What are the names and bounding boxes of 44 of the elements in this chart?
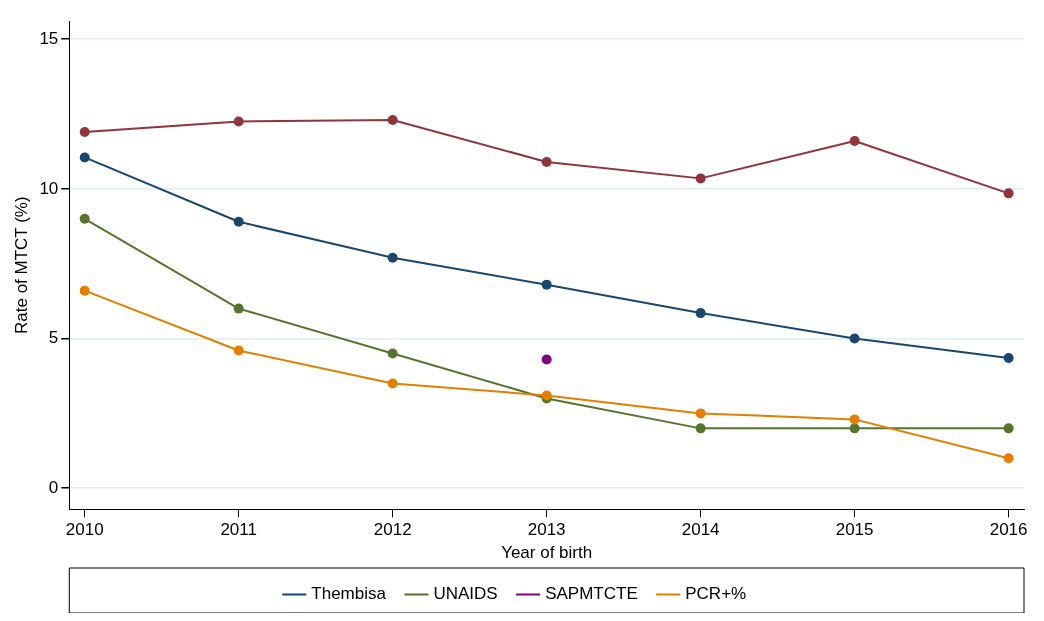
point: [233, 216, 244, 227]
point: [387, 252, 398, 263]
point: [695, 308, 706, 319]
x-tick-label: 2011: [220, 520, 257, 540]
y-tick-label: 5: [48, 328, 59, 348]
point: [387, 115, 398, 125]
point: [849, 135, 860, 146]
point: [233, 303, 244, 314]
y-axis-title: Rate of MTCT (%): [11, 196, 31, 334]
x-tick-label: 2012: [373, 520, 412, 540]
point: [849, 423, 860, 434]
point: [695, 423, 706, 434]
point: [541, 279, 552, 290]
x-tick-label: 2014: [681, 520, 720, 540]
point: [79, 126, 90, 137]
x-tick-label: 2010: [65, 520, 104, 540]
x-tick-label: 2013: [527, 520, 566, 540]
y-tick-label: 10: [39, 178, 59, 198]
point: [695, 173, 706, 184]
y-tick-label: 15: [39, 28, 59, 48]
legend-label: UNAIDS: [433, 584, 498, 604]
point: [541, 156, 552, 167]
legend-label: Thembisa: [311, 584, 387, 604]
point: [849, 414, 860, 425]
point: [233, 345, 244, 356]
legend-label: SAPMTCTE: [545, 584, 638, 604]
x-tick-label: 2015: [835, 520, 874, 540]
point: [1003, 353, 1014, 364]
point: [79, 285, 90, 296]
point: [79, 152, 90, 163]
point: [1003, 423, 1014, 434]
point: [695, 408, 706, 419]
point: [849, 333, 860, 344]
y-tick-label: 0: [48, 477, 59, 497]
x-tick-label: 2016: [989, 520, 1028, 540]
point: [387, 348, 398, 359]
point: [233, 116, 244, 127]
point: [387, 378, 398, 389]
x-axis-title: Year of birth: [501, 543, 593, 563]
point: [541, 354, 552, 365]
point: [79, 213, 90, 224]
point: [1003, 188, 1014, 199]
point: [1003, 453, 1014, 464]
legend-label: PCR+%: [685, 584, 747, 604]
